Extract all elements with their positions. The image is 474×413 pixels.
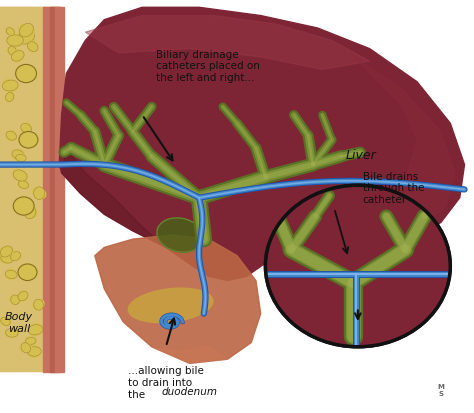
Polygon shape <box>0 8 62 372</box>
Polygon shape <box>50 8 59 372</box>
Polygon shape <box>55 8 64 372</box>
Ellipse shape <box>18 291 27 301</box>
Ellipse shape <box>29 346 40 358</box>
Ellipse shape <box>26 337 36 345</box>
Ellipse shape <box>29 324 42 336</box>
Ellipse shape <box>21 124 31 134</box>
Ellipse shape <box>28 42 37 53</box>
Text: Liver: Liver <box>346 148 377 161</box>
Polygon shape <box>85 17 370 70</box>
Polygon shape <box>95 235 261 363</box>
Circle shape <box>265 186 450 347</box>
Text: ...allowing bile
to drain into
the: ...allowing bile to drain into the <box>128 366 204 399</box>
Circle shape <box>16 65 36 83</box>
Text: Body
wall: Body wall <box>5 311 33 333</box>
Text: Bile drains
through the
catheter: Bile drains through the catheter <box>363 171 424 204</box>
Polygon shape <box>59 8 465 281</box>
Ellipse shape <box>0 255 13 263</box>
Ellipse shape <box>0 247 13 256</box>
Polygon shape <box>43 8 55 372</box>
Ellipse shape <box>7 269 16 280</box>
Ellipse shape <box>12 150 24 160</box>
Ellipse shape <box>7 36 23 47</box>
Polygon shape <box>152 347 228 363</box>
Text: M
S: M S <box>438 384 444 396</box>
Ellipse shape <box>7 131 16 141</box>
Ellipse shape <box>6 329 18 337</box>
Ellipse shape <box>7 48 18 55</box>
Circle shape <box>18 264 37 281</box>
Ellipse shape <box>6 29 15 36</box>
Ellipse shape <box>128 288 213 323</box>
Ellipse shape <box>1 318 10 326</box>
Ellipse shape <box>17 154 25 163</box>
Ellipse shape <box>5 94 14 102</box>
Text: duodenum: duodenum <box>161 386 217 396</box>
Ellipse shape <box>20 344 32 352</box>
Ellipse shape <box>18 181 29 189</box>
Circle shape <box>19 132 38 149</box>
Ellipse shape <box>33 188 46 199</box>
Ellipse shape <box>33 300 44 310</box>
Polygon shape <box>356 58 455 235</box>
Circle shape <box>13 197 34 216</box>
Ellipse shape <box>18 31 34 45</box>
Ellipse shape <box>18 25 35 37</box>
Circle shape <box>267 188 448 345</box>
Text: Biliary drainage
catheters placed on
the left and right...: Biliary drainage catheters placed on the… <box>156 50 260 83</box>
Ellipse shape <box>12 51 23 63</box>
Ellipse shape <box>10 253 21 261</box>
Ellipse shape <box>23 207 37 218</box>
Ellipse shape <box>3 80 18 93</box>
Ellipse shape <box>13 171 27 181</box>
Ellipse shape <box>9 296 20 304</box>
Ellipse shape <box>157 218 203 252</box>
Polygon shape <box>62 149 166 248</box>
